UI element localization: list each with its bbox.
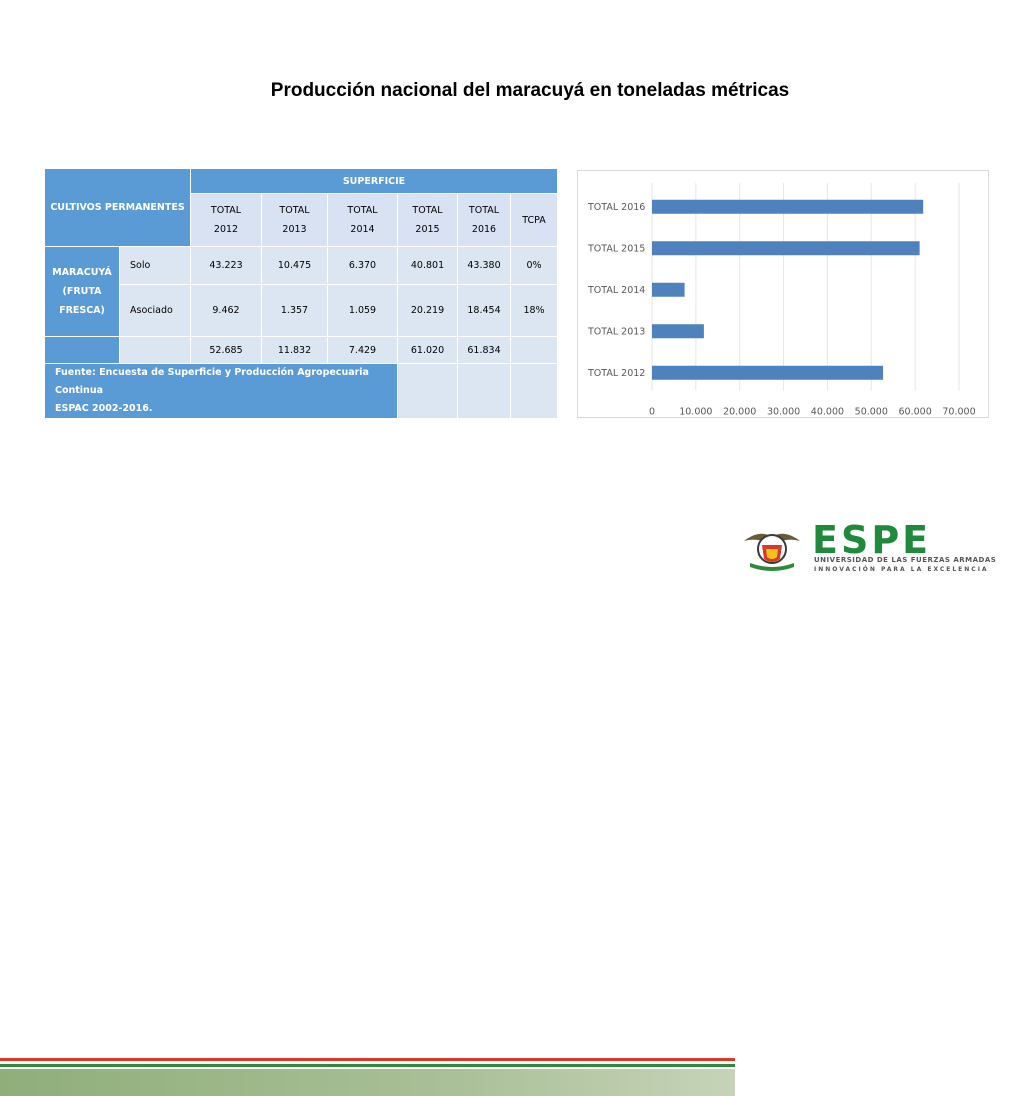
chart-bar [652, 282, 685, 297]
total-cell: 61.020 [397, 336, 458, 364]
footer-stripe-green [0, 1064, 735, 1067]
col-header-2015: TOTAL 2015 [397, 193, 458, 247]
total-cell: 11.832 [261, 336, 328, 364]
empty-cell [397, 363, 458, 419]
production-table: CULTIVOS PERMANENTES SUPERFICIE TOTAL 201… [44, 168, 558, 419]
col-header-tcpa: TCPA [510, 193, 558, 247]
total-cell: 61.834 [457, 336, 511, 364]
row-label-solo: Solo [119, 246, 191, 285]
y-category-label: TOTAL 2015 [587, 243, 645, 254]
footer-stripe-red [0, 1058, 735, 1061]
x-tick-label: 20.000 [723, 407, 756, 418]
x-tick-label: 70.000 [942, 407, 975, 418]
x-tick-label: 40.000 [811, 407, 844, 418]
empty-cell [510, 363, 558, 419]
row-label-asociado: Asociado [119, 284, 191, 337]
empty-cell [457, 363, 511, 419]
col-header-2013: TOTAL 2013 [261, 193, 328, 247]
footer-stripe-green-band [0, 1069, 735, 1096]
chart-bar [652, 199, 924, 214]
table-cell-tcpa: 0% [510, 246, 558, 285]
empty-cell [510, 336, 558, 364]
slide-title: Producción nacional del maracuyá en tone… [270, 80, 790, 101]
x-tick-label: 50.000 [855, 407, 888, 418]
y-category-label: TOTAL 2014 [587, 285, 645, 296]
table-cell: 10.475 [261, 246, 328, 285]
table-cell: 43.380 [457, 246, 511, 285]
total-cell: 52.685 [190, 336, 262, 364]
x-tick-label: 60.000 [899, 407, 932, 418]
university-emblem-logo [744, 533, 800, 571]
espe-wordmark: ESPE [812, 518, 932, 562]
col-header-2016: TOTAL 2016 [457, 193, 511, 247]
table-cell: 9.462 [190, 284, 262, 337]
crop-header: CULTIVOS PERMANENTES [44, 168, 191, 247]
y-category-label: TOTAL 2013 [587, 326, 645, 337]
x-tick-label: 10.000 [679, 407, 712, 418]
table-cell: 6.370 [327, 246, 398, 285]
y-category-label: TOTAL 2016 [587, 202, 645, 213]
col-header-2014: TOTAL 2014 [327, 193, 398, 247]
y-category-label: TOTAL 2012 [587, 368, 645, 379]
chart-bar [652, 241, 920, 256]
table-cell: 20.219 [397, 284, 458, 337]
total-cell: 7.429 [327, 336, 398, 364]
chart-svg: 0 10.000 20.000 30.000 40.000 50.000 60.000 70.… [587, 183, 976, 418]
table-cell: 43.223 [190, 246, 262, 285]
chart-bar [652, 365, 884, 380]
source-note: Fuente: Encuesta de Superficie y Producc… [44, 363, 398, 419]
col-header-2012: TOTAL 2012 [190, 193, 262, 247]
table-cell: 40.801 [397, 246, 458, 285]
espe-logo: ESPE UNIVERSIDAD DE LAS FUERZAS ARMADAS … [812, 518, 1022, 573]
table-cell: 1.059 [327, 284, 398, 337]
university-motto: INNOVACIÓN PARA LA EXCELENCIA [814, 566, 989, 573]
empty-cell [44, 336, 120, 364]
crop-name-cell: MARACUYÁ (FRUTA FRESCA) [44, 246, 120, 337]
x-tick-label: 30.000 [767, 407, 800, 418]
superficie-header: SUPERFICIE [190, 168, 558, 194]
university-name: UNIVERSIDAD DE LAS FUERZAS ARMADAS [814, 556, 997, 564]
chart-bar [652, 324, 704, 339]
x-tick-label: 0 [649, 407, 655, 418]
table-cell: 1.357 [261, 284, 328, 337]
table-cell-tcpa: 18% [510, 284, 558, 337]
production-bar-chart: 0 10.000 20.000 30.000 40.000 50.000 60.000 70.… [577, 170, 989, 418]
table-cell: 18.454 [457, 284, 511, 337]
empty-cell [119, 336, 191, 364]
